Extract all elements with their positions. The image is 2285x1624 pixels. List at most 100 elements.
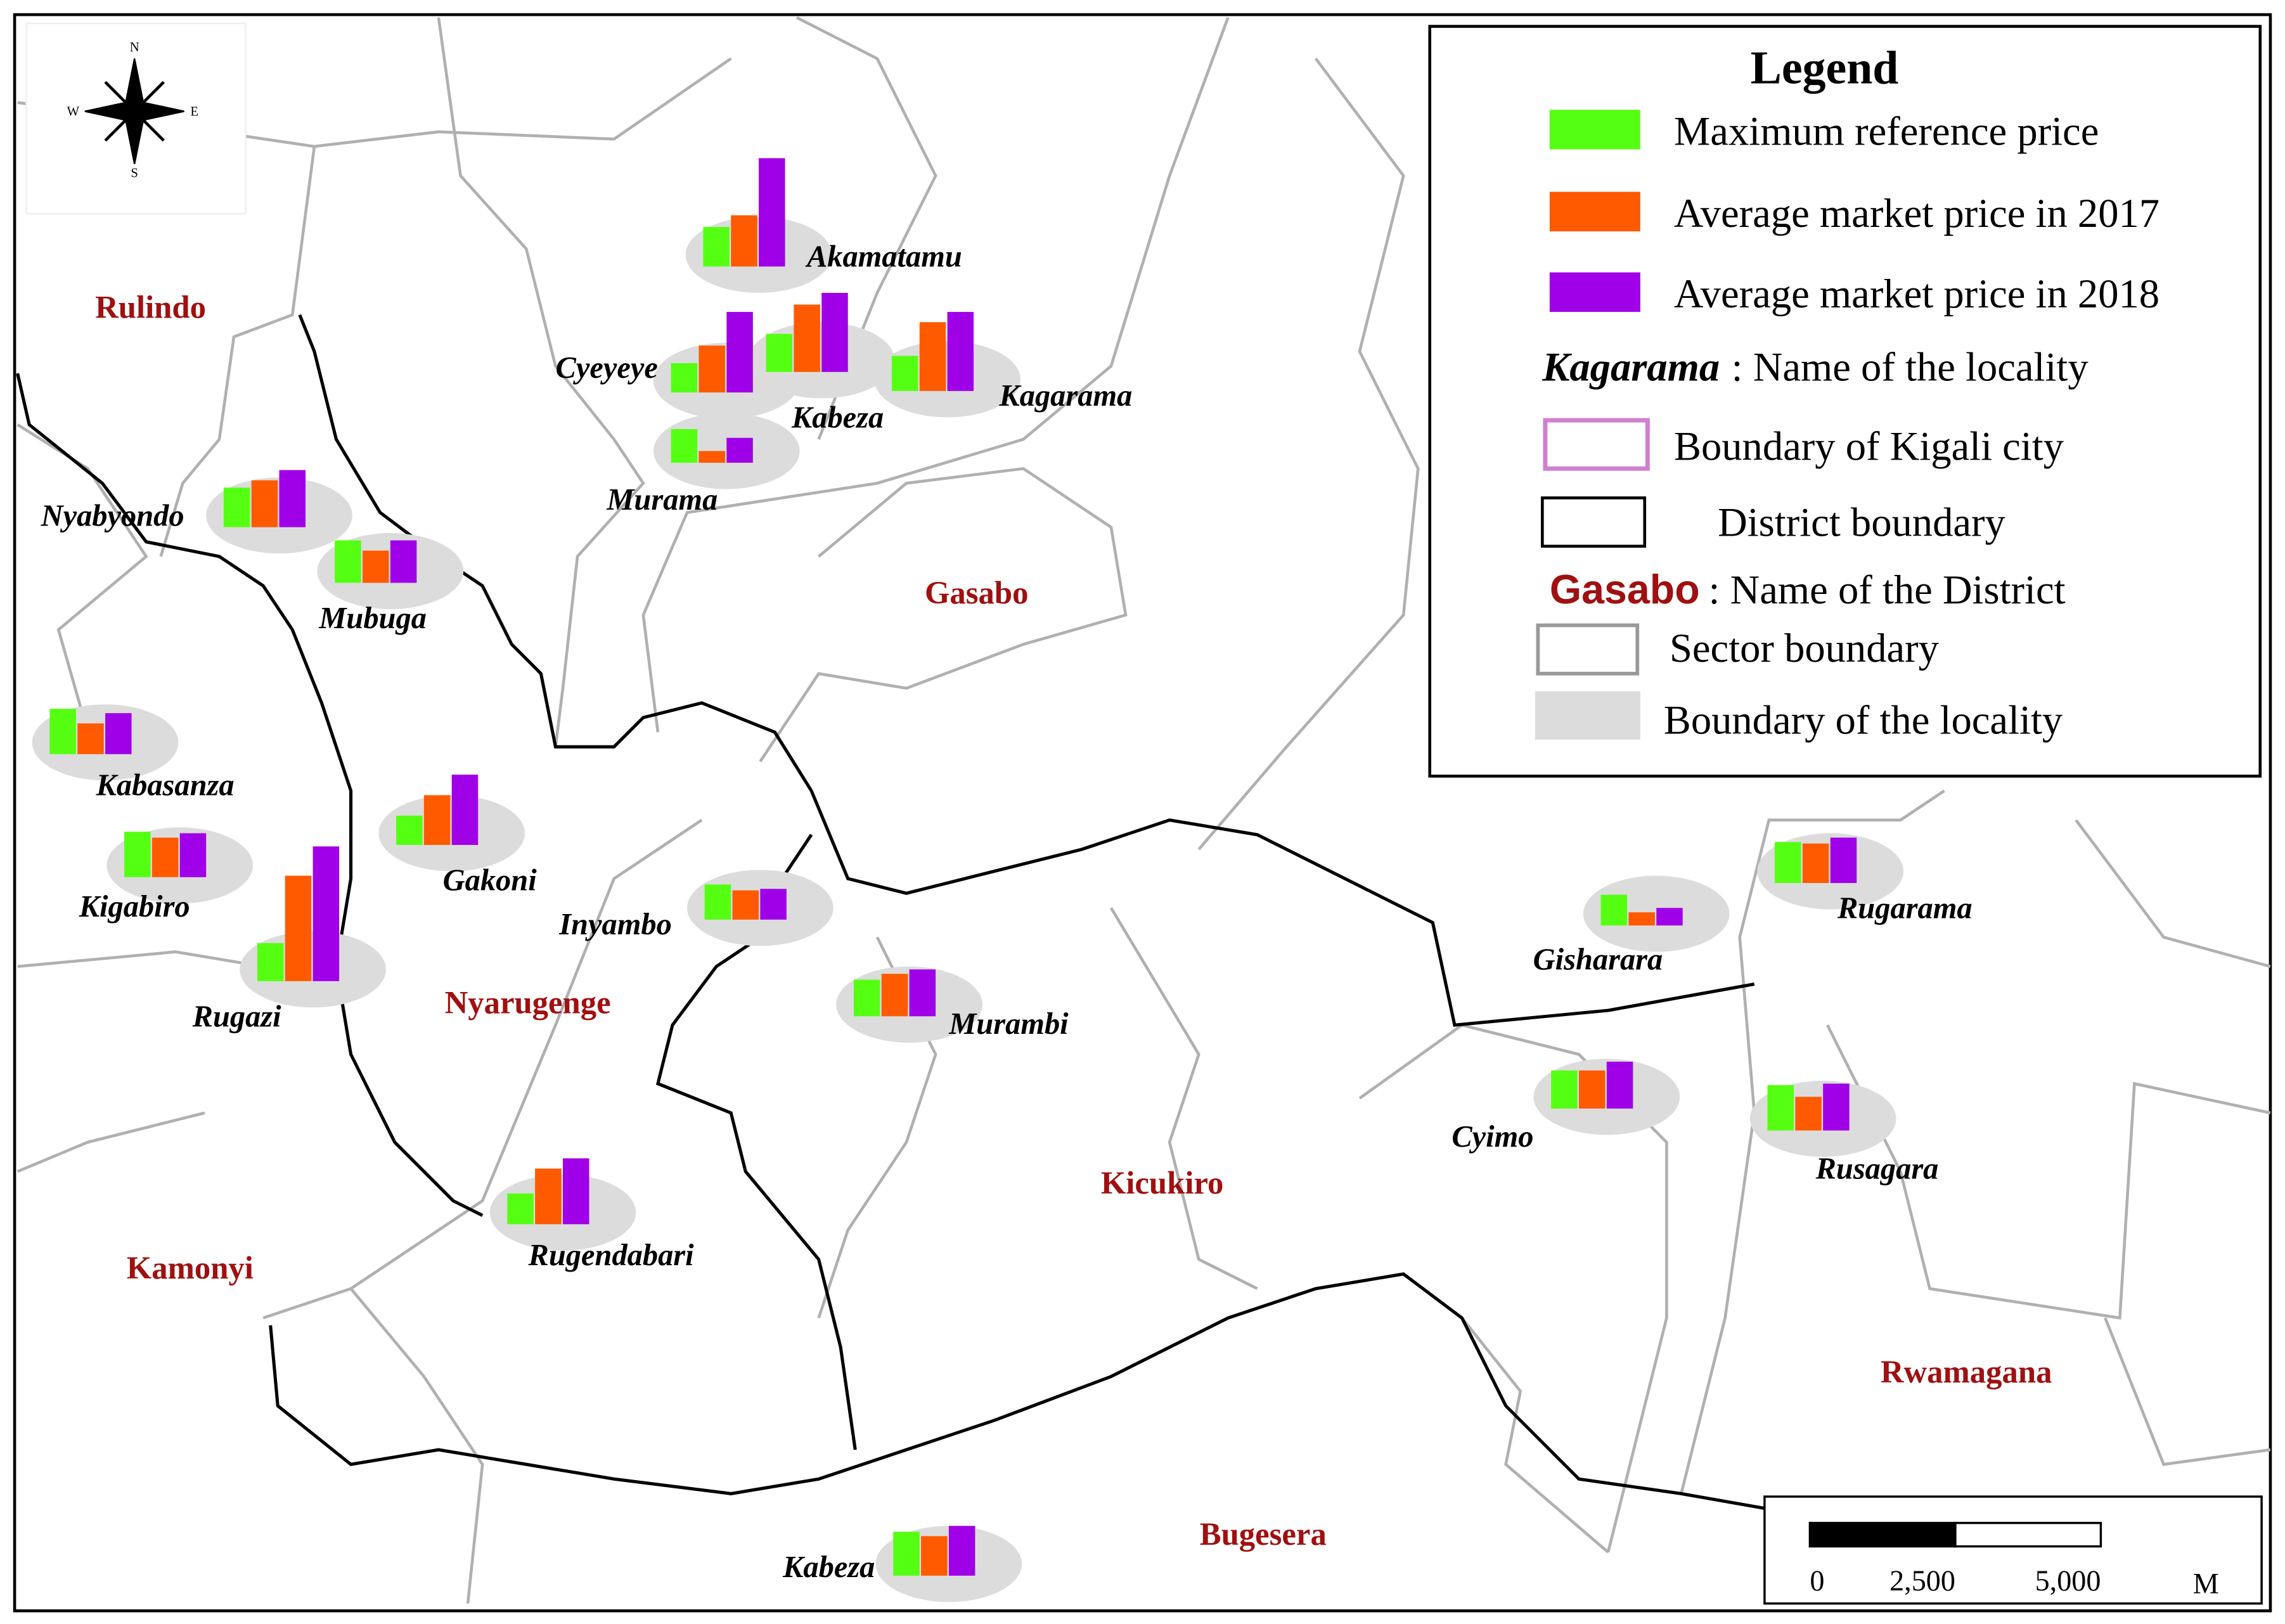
district-label: Bugesera xyxy=(1200,1516,1327,1552)
price-bar xyxy=(1600,894,1628,926)
locality-label: Rusagara xyxy=(1815,1152,1939,1186)
legend-district-swatch xyxy=(1541,496,1647,548)
legend-district-text: District boundary xyxy=(1718,499,2005,545)
price-bar xyxy=(760,889,787,920)
compass: N S E W xyxy=(25,22,247,215)
legend-district-sample: Gasabo xyxy=(1550,566,1700,612)
district-labels: Rulindo Gasabo Nyarugenge Kicukiro Kamonyi Rw… xyxy=(95,289,2052,1552)
legend-locality-boundary-text: Boundary of the locality xyxy=(1664,697,2063,742)
scale-bar: 0 2,500 5,000 M xyxy=(1763,1495,2263,1605)
compass-e: E xyxy=(190,104,198,119)
scale-label: 5,000 xyxy=(2035,1564,2101,1597)
scale-unit: M xyxy=(2193,1567,2219,1599)
price-bar xyxy=(671,429,698,463)
price-bar xyxy=(698,451,726,463)
district-label: Rulindo xyxy=(95,289,206,325)
locality-label: Murambi xyxy=(948,1007,1069,1041)
price-bar xyxy=(948,1526,975,1576)
price-bar xyxy=(759,158,785,267)
price-bar xyxy=(451,775,479,845)
locality-charts: Akamatamu Cyeyeye Kabeza Kagarama Murama Nyab… xyxy=(41,158,1973,1584)
price-bar xyxy=(921,1536,948,1576)
compass-s: S xyxy=(131,166,138,181)
price-bar xyxy=(285,875,312,981)
district-label: Kamonyi xyxy=(127,1250,254,1286)
locality-label: Kabasanza xyxy=(96,768,235,802)
price-bar xyxy=(124,832,151,877)
legend-series-text: Average market price in 2017 xyxy=(1674,190,2159,236)
price-bar xyxy=(279,470,306,527)
locality-label: Cyeyeye xyxy=(556,351,658,385)
district-label: Gasabo xyxy=(925,575,1028,610)
compass-diagonals xyxy=(104,81,165,142)
legend-sector-text: Sector boundary xyxy=(1670,625,1940,671)
legend-series: Maximum reference price Average market pr… xyxy=(1549,108,2159,316)
price-bar xyxy=(1578,1070,1606,1109)
locality-label: Mubuga xyxy=(318,602,427,635)
price-bar xyxy=(363,550,389,583)
locality-label: Rugendabari xyxy=(528,1239,695,1272)
price-bar xyxy=(703,227,730,267)
legend-city-text: Boundary of Kigali city xyxy=(1674,423,2064,468)
price-bar xyxy=(396,815,423,845)
district-label: Rwamagana xyxy=(1881,1354,2052,1389)
price-bar xyxy=(698,345,726,393)
price-bar xyxy=(49,709,76,754)
legend-locality-key: Kagarama : Name of the locality xyxy=(1542,344,2089,390)
price-bar xyxy=(1767,1085,1794,1131)
legend-district-key: Gasabo: Name of the District xyxy=(1550,566,2066,612)
scale-box xyxy=(1763,1495,2263,1605)
legend-title: Legend xyxy=(1751,42,1899,94)
price-bar xyxy=(1823,1083,1850,1131)
price-bar xyxy=(335,540,361,583)
district-label: Nyarugenge xyxy=(445,985,611,1021)
legend-city-swatch xyxy=(1543,418,1650,471)
price-bar xyxy=(1656,908,1683,926)
price-bar xyxy=(671,363,698,393)
legend-series-text: Average market price in 2018 xyxy=(1674,271,2159,316)
legend-swatch xyxy=(1549,110,1640,150)
price-bar xyxy=(179,833,207,877)
locality-label: Kagarama xyxy=(998,379,1132,413)
scale-segment xyxy=(1808,1521,1957,1548)
price-bar xyxy=(390,540,417,583)
price-bar xyxy=(535,1168,562,1225)
price-bar xyxy=(1802,843,1829,884)
price-bar xyxy=(77,723,104,754)
price-bar xyxy=(1775,842,1801,884)
price-bar xyxy=(223,487,250,527)
price-bar xyxy=(1795,1097,1822,1131)
price-bar xyxy=(731,215,757,267)
district-label: Kicukiro xyxy=(1101,1165,1224,1201)
locality-label: Rugarama xyxy=(1837,891,1973,925)
scale-label: 0 xyxy=(1810,1564,1824,1597)
locality-label: Murama xyxy=(606,483,718,517)
locality-label: Rugazi xyxy=(192,1000,282,1033)
legend-swatch xyxy=(1549,272,1640,313)
price-bar xyxy=(821,293,848,372)
price-bar xyxy=(1551,1070,1578,1109)
price-bar xyxy=(1606,1061,1633,1109)
legend-swatch xyxy=(1549,191,1640,232)
price-bar xyxy=(726,437,753,463)
price-bar xyxy=(732,890,759,920)
legend-locality-swatch xyxy=(1535,691,1640,740)
price-bar xyxy=(853,979,880,1017)
price-bar xyxy=(704,884,731,920)
price-bar xyxy=(893,1531,920,1576)
locality-label: Inyambo xyxy=(558,908,672,941)
legend-locality-sample: Kagarama xyxy=(1542,344,1720,390)
compass-w: W xyxy=(67,104,80,119)
legend-district-key-text: : Name of the District xyxy=(1709,567,2066,612)
price-bar xyxy=(919,322,946,391)
legend-locality-text: : Name of the locality xyxy=(1732,344,2089,390)
locality-label: Gisharara xyxy=(1533,943,1663,976)
locality-label: Kigabiro xyxy=(79,890,190,924)
legend-series-text: Maximum reference price xyxy=(1674,108,2099,154)
price-bar xyxy=(909,969,936,1017)
price-bar xyxy=(562,1158,589,1225)
price-bar xyxy=(726,312,753,393)
price-bar xyxy=(766,333,793,372)
price-bar xyxy=(947,312,974,391)
compass-n: N xyxy=(130,40,139,55)
